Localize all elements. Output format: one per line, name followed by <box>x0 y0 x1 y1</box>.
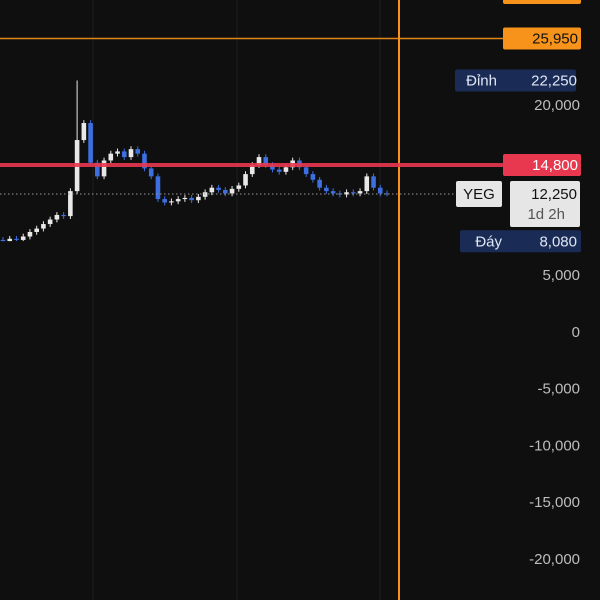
price-label-box <box>503 27 581 50</box>
candle-body <box>27 231 33 237</box>
y-tick-label: -5,000 <box>537 381 580 398</box>
y-tick-label: -20,000 <box>529 551 580 568</box>
candle-body <box>47 219 53 225</box>
candle-body <box>377 187 383 194</box>
candle-body <box>324 187 329 192</box>
last-price: 12,250 <box>531 186 577 203</box>
candle-body <box>216 187 221 190</box>
low-marker-name: Đáy <box>475 233 502 250</box>
candle-body <box>371 176 376 188</box>
candle-body <box>0 239 6 242</box>
candle-body <box>108 153 114 161</box>
high-marker-box <box>455 69 576 92</box>
candle-body <box>337 193 343 195</box>
candle-body <box>88 123 93 163</box>
candle-body <box>41 224 46 229</box>
price-label-box <box>503 154 581 177</box>
candle-body <box>351 192 356 194</box>
candle-body <box>121 151 127 158</box>
candle-body <box>384 193 390 195</box>
candle-body <box>196 196 201 201</box>
candle-body <box>101 160 107 177</box>
symbol-box <box>456 180 502 207</box>
crosshair-price-box <box>503 0 581 4</box>
candle-body <box>128 149 134 158</box>
candle-body <box>310 174 316 180</box>
candle-body <box>115 151 120 154</box>
price-label: 25,950 <box>532 30 578 47</box>
candle-body <box>317 179 322 188</box>
candle-body <box>344 192 349 195</box>
candle-body <box>155 176 161 200</box>
candle-body <box>95 162 100 177</box>
candle-body <box>169 201 174 203</box>
countdown: 1d 2h <box>527 206 565 223</box>
candle-body <box>330 191 336 194</box>
symbol: YEG <box>463 186 495 203</box>
low-marker-box <box>460 230 581 253</box>
candle-body <box>303 167 309 175</box>
price-label: 14,800 <box>532 157 578 174</box>
candle-body <box>283 167 289 172</box>
candle-body <box>223 189 228 194</box>
candle-body <box>364 176 370 192</box>
y-tick-label: -10,000 <box>529 437 580 454</box>
candle-body <box>202 192 208 197</box>
candle-body <box>68 191 73 217</box>
candle-body <box>14 238 19 240</box>
candle-body <box>189 197 194 201</box>
candle-body <box>243 174 248 186</box>
candle-body <box>54 214 60 220</box>
candle-body <box>148 168 154 177</box>
candle-body <box>357 191 363 194</box>
y-tick-label: -15,000 <box>529 494 580 511</box>
candle-body <box>142 153 147 169</box>
candle-body <box>34 228 39 232</box>
y-tick-label: 0 <box>572 324 580 341</box>
candle-body <box>249 165 255 175</box>
candle-body <box>263 157 269 166</box>
candle-body <box>256 157 262 166</box>
candle-body <box>209 187 215 193</box>
candle-body <box>81 123 87 141</box>
candle-body <box>229 188 235 194</box>
candle-body <box>175 199 181 202</box>
y-tick-label: 20,000 <box>534 97 580 114</box>
candle-body <box>7 238 13 242</box>
candle-body <box>162 199 167 203</box>
candle-body <box>135 149 141 154</box>
low-marker-value: 8,080 <box>539 233 577 250</box>
y-tick-label: 5,000 <box>542 267 580 284</box>
candle-body <box>270 165 275 170</box>
candle-body <box>61 214 66 217</box>
candle-body <box>236 185 242 189</box>
high-marker-name: Đỉnh <box>466 72 497 89</box>
candle-body <box>20 236 26 240</box>
last-price-box <box>510 180 580 227</box>
high-marker-value: 22,250 <box>531 72 577 89</box>
candle-body <box>276 169 282 172</box>
candle-body <box>182 197 188 200</box>
